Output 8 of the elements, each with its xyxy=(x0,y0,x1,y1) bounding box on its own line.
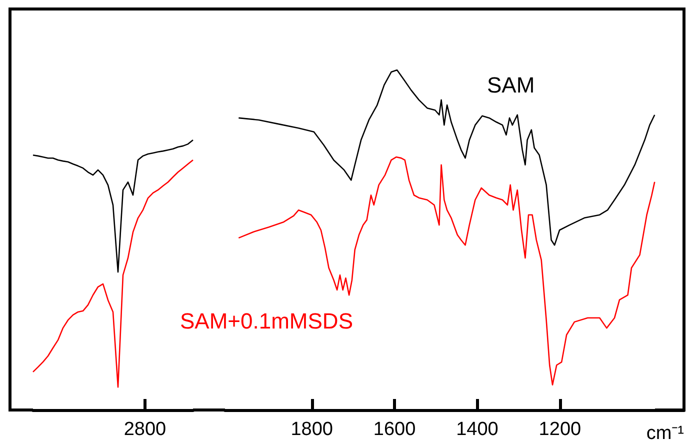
x-tick-label: 1200 xyxy=(538,419,582,440)
x-tick-label: 1800 xyxy=(290,419,333,440)
x-tick-label: 1400 xyxy=(456,419,498,440)
x-axis-title: cm⁻¹ xyxy=(646,423,684,444)
x-tick-label: 1600 xyxy=(373,419,416,440)
series-label: SAM xyxy=(487,72,535,98)
series-label: SAM+0.1mMSDS xyxy=(180,308,353,334)
text: 2800 xyxy=(124,419,166,440)
